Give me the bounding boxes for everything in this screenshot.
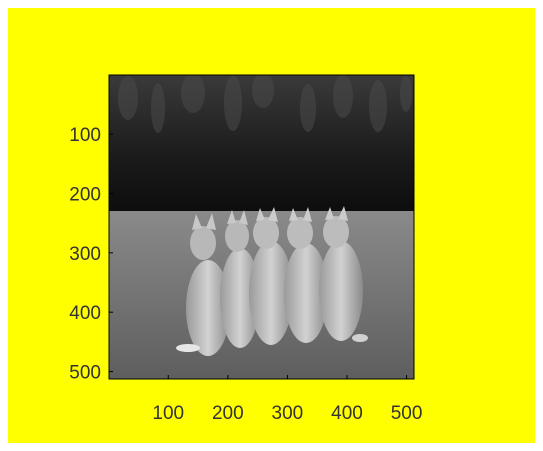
x-tick-label: 400: [331, 403, 363, 424]
cat-shape: [319, 206, 368, 342]
x-tick-label: 500: [391, 403, 423, 424]
axes-box: [108, 74, 415, 380]
cat-shape: [249, 207, 293, 345]
figure-canvas: 100 200 300 400 500 100 200 300 400 500: [8, 8, 535, 443]
image-display: [109, 75, 414, 379]
y-tick-label: 400: [69, 303, 101, 324]
cat-shape: [176, 213, 230, 356]
y-tick-label: 300: [69, 244, 101, 265]
cat-group: [176, 206, 368, 356]
y-tick-label: 100: [69, 125, 101, 146]
cat-shape: [220, 210, 260, 348]
x-tick-label: 100: [152, 403, 184, 424]
y-tick-label: 200: [69, 184, 101, 205]
y-axis: 100 200 300 400 500: [69, 125, 113, 384]
figure-window: 100 200 300 400 500 100 200 300 400 500: [8, 8, 535, 443]
x-tick-label: 200: [212, 403, 244, 424]
x-tick-label: 300: [272, 403, 304, 424]
tree-texture: [118, 75, 412, 133]
x-axis: 100 200 300 400 500: [152, 375, 422, 424]
y-tick-label: 500: [69, 363, 101, 384]
cat-shape: [284, 207, 328, 343]
